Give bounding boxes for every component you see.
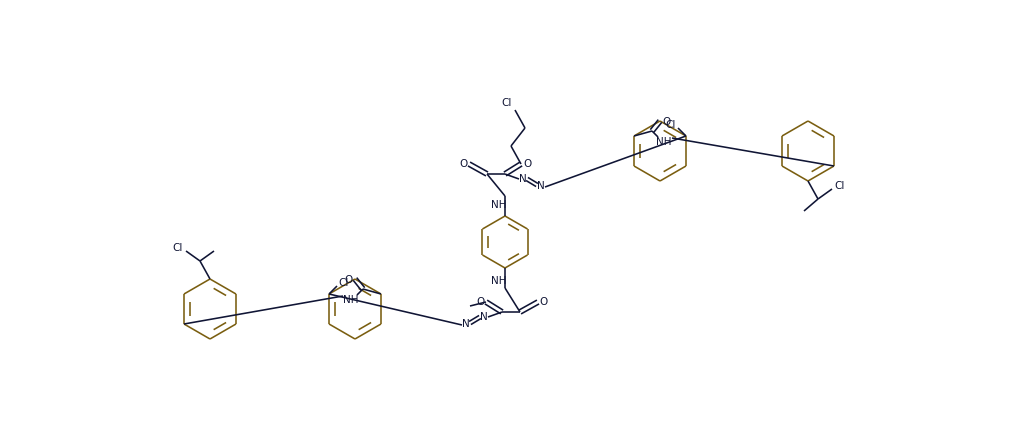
Text: NH: NH [343, 294, 359, 304]
Text: NH: NH [656, 137, 672, 147]
Text: N: N [480, 311, 488, 321]
Text: O: O [345, 274, 353, 284]
Text: Cl: Cl [173, 243, 183, 252]
Text: O: O [523, 159, 531, 169]
Text: NH: NH [491, 200, 506, 209]
Text: Cl: Cl [835, 181, 845, 190]
Text: N: N [537, 181, 545, 190]
Text: O: O [476, 296, 484, 306]
Text: Cl: Cl [339, 277, 349, 287]
Text: Cl: Cl [666, 120, 676, 130]
Text: O: O [540, 296, 548, 306]
Text: O: O [662, 117, 670, 127]
Text: N: N [462, 318, 470, 328]
Text: N: N [519, 174, 527, 184]
Text: NH: NH [491, 275, 506, 286]
Text: O: O [459, 159, 467, 169]
Text: Cl: Cl [501, 98, 513, 108]
